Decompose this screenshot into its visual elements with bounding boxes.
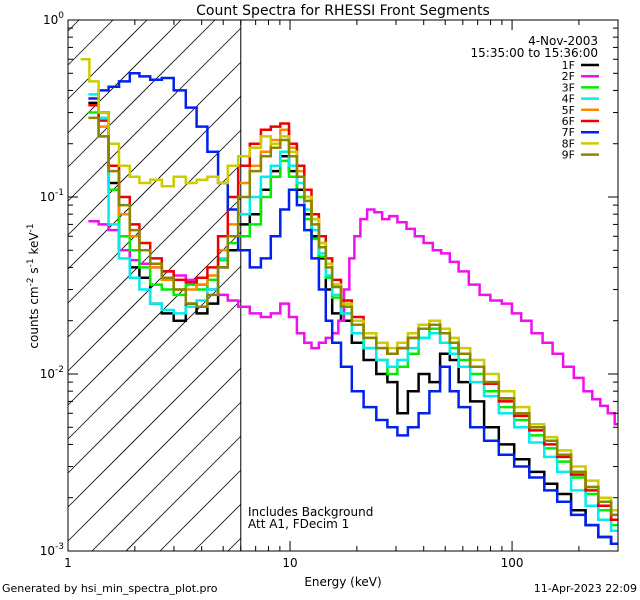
hatch-line xyxy=(67,19,114,66)
legend-time-range: 15:35:00 to 15:36:00 xyxy=(471,46,598,60)
hatch-line xyxy=(125,435,242,552)
footer-timestamp: 11-Apr-2023 22:09 xyxy=(533,582,637,595)
legend-label: 8F xyxy=(562,137,575,150)
hatch-line xyxy=(67,95,242,270)
hatch-line xyxy=(159,469,242,552)
y-axis: 100 10-1 10-2 10-3 xyxy=(40,11,618,558)
hatch-line xyxy=(67,19,80,32)
legend-label: 1F xyxy=(562,59,575,72)
annotation-background: Includes Background xyxy=(248,505,373,519)
hatch-line xyxy=(67,265,242,440)
hatch-line xyxy=(67,129,242,304)
annotation-attenuator: Att A1, FDecim 1 xyxy=(248,517,349,531)
hatch-line xyxy=(67,19,148,100)
legend-date: 4-Nov-2003 xyxy=(528,34,598,48)
y-tick-label: 10-2 xyxy=(40,365,64,381)
hatch-line xyxy=(67,61,242,236)
hatch-line xyxy=(67,19,216,168)
legend-label: 9F xyxy=(562,149,575,162)
hatch-line xyxy=(67,27,242,202)
y-axis-label: counts cm-2 s-1 keV-1 xyxy=(26,223,41,348)
x-tick-label: 10 xyxy=(282,556,297,570)
series-1f xyxy=(88,101,618,545)
footer-generated-by: Generated by hsi_min_spectra_plot.pro xyxy=(2,582,218,595)
series-9f xyxy=(88,116,618,517)
hatch-line xyxy=(67,367,242,542)
y-tick-label: 10-3 xyxy=(40,542,64,558)
x-axis: 1 10 100 xyxy=(64,20,619,570)
hatch-line xyxy=(227,537,242,552)
hatch-line xyxy=(193,503,242,552)
series-6f xyxy=(88,103,618,522)
legend-label: 7F xyxy=(562,126,575,139)
x-tick-label: 1 xyxy=(64,556,72,570)
series-7f xyxy=(88,72,618,545)
hatch-line xyxy=(91,401,242,552)
legend-label: 2F xyxy=(562,70,575,83)
hatch-line xyxy=(67,163,242,338)
series-4f xyxy=(88,93,618,533)
series-layer xyxy=(80,58,618,545)
legend-label: 5F xyxy=(562,104,575,117)
hatch-line xyxy=(67,231,242,406)
plot-frame xyxy=(67,19,619,552)
series-3f xyxy=(88,111,618,527)
legend-label: 3F xyxy=(562,81,575,94)
legend-label: 4F xyxy=(562,93,575,106)
hatch-line xyxy=(67,19,182,134)
hatch-line xyxy=(67,299,242,474)
y-tick-label: 100 xyxy=(43,11,64,27)
x-tick-label: 100 xyxy=(501,556,524,570)
chart-title: Count Spectra for RHESSI Front Segments xyxy=(196,3,490,19)
legend-label: 6F xyxy=(562,115,575,128)
x-axis-label: Energy (keV) xyxy=(304,575,381,589)
y-tick-label: 10-1 xyxy=(40,188,64,204)
hatch-line xyxy=(67,333,242,508)
